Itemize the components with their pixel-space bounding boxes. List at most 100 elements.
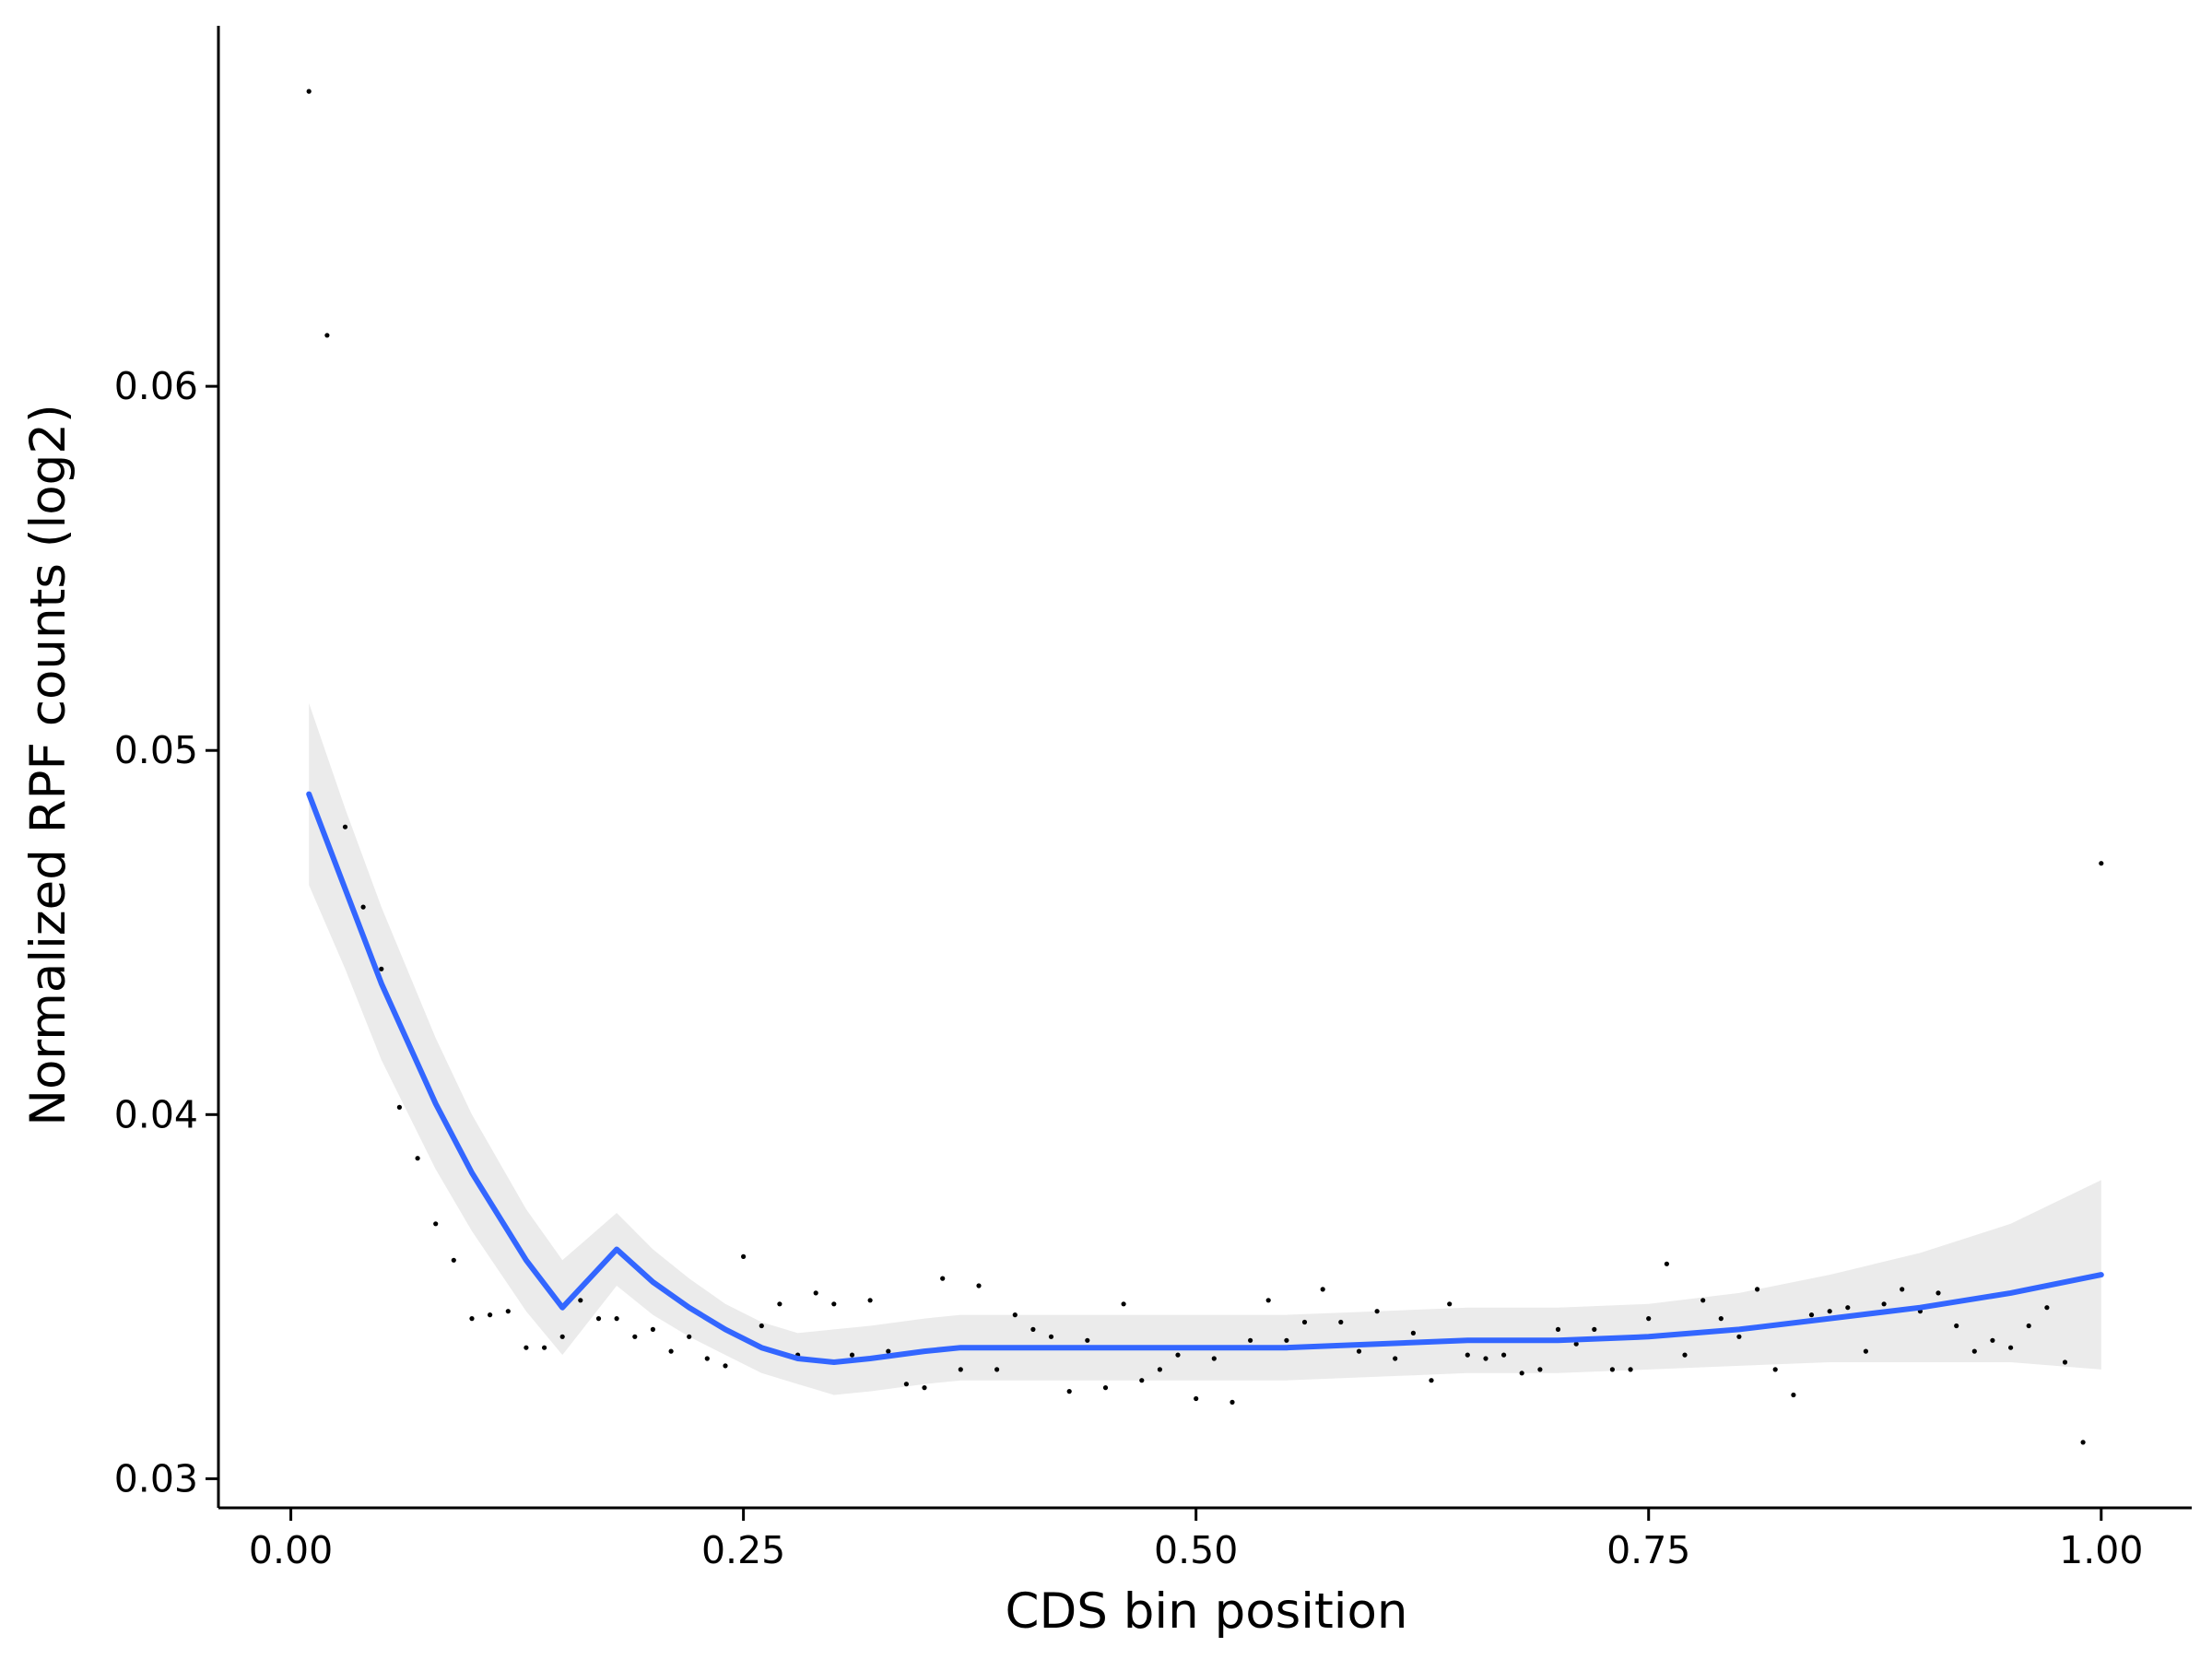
data-point: [759, 1323, 764, 1329]
confidence-band-layer: [309, 702, 2101, 1395]
data-point: [578, 1298, 583, 1303]
data-point: [1194, 1395, 1199, 1402]
data-point: [1447, 1301, 1453, 1307]
data-point: [1664, 1261, 1669, 1266]
data-point: [1284, 1337, 1289, 1343]
x-tick-label: 0.75: [1606, 1528, 1690, 1572]
data-point: [505, 1309, 511, 1314]
data-point: [1175, 1352, 1181, 1358]
data-point: [849, 1352, 855, 1358]
data-point: [1248, 1337, 1253, 1343]
data-point: [542, 1345, 547, 1350]
data-point: [958, 1367, 963, 1372]
data-point: [396, 1104, 402, 1110]
data-point: [777, 1301, 782, 1307]
data-point: [360, 904, 366, 910]
smooth-line-layer: [306, 791, 2104, 1365]
data-point: [2044, 1305, 2050, 1311]
data-point: [415, 1156, 420, 1161]
data-point: [1791, 1392, 1796, 1398]
data-point: [1501, 1352, 1507, 1358]
y-tick-label: 0.04: [114, 1092, 198, 1136]
x-tick-label: 1.00: [2059, 1528, 2143, 1572]
data-point: [342, 824, 348, 830]
data-point: [994, 1367, 1000, 1372]
data-point: [1393, 1356, 1398, 1361]
data-point: [1592, 1326, 1597, 1332]
x-tick-label: 0.00: [249, 1528, 333, 1572]
data-point: [668, 1348, 674, 1354]
data-point: [1628, 1367, 1633, 1372]
data-point: [1265, 1298, 1271, 1303]
data-point: [1012, 1312, 1018, 1318]
data-point: [559, 1334, 565, 1339]
x-axis-title: CDS bin position: [1005, 1583, 1407, 1640]
data-point: [1971, 1348, 1977, 1354]
data-point: [595, 1316, 602, 1322]
data-point: [1537, 1367, 1543, 1372]
data-point: [1139, 1378, 1145, 1383]
confidence-band: [309, 702, 2101, 1395]
data-point: [1157, 1367, 1162, 1372]
smooth-line: [306, 791, 2104, 1365]
data-point: [2026, 1323, 2031, 1329]
x-tick-label: 0.25: [701, 1528, 785, 1572]
data-point: [2099, 861, 2104, 866]
data-point: [1374, 1309, 1380, 1314]
data-point: [451, 1257, 456, 1263]
axes-layer: 0.00 0.25 0.50 0.75 1.00 0.03 0.04 0.05 0.06: [114, 26, 2192, 1572]
data-point: [1808, 1312, 1815, 1318]
data-point: [1827, 1309, 1832, 1314]
data-point: [687, 1334, 692, 1339]
data-point: [1338, 1319, 1344, 1325]
data-point: [650, 1326, 656, 1332]
points-layer: [306, 88, 2104, 1445]
data-point: [433, 1221, 439, 1227]
data-point: [741, 1253, 747, 1259]
data-point: [1609, 1367, 1615, 1372]
data-point: [1048, 1334, 1054, 1339]
y-tick-label: 0.06: [114, 364, 198, 408]
data-point: [1301, 1319, 1308, 1325]
data-point: [1900, 1287, 1905, 1292]
data-point: [1863, 1348, 1868, 1354]
data-point: [1881, 1301, 1887, 1307]
data-point: [1573, 1341, 1579, 1347]
data-point: [1030, 1326, 1036, 1332]
data-point: [1990, 1337, 1995, 1343]
data-point: [1085, 1337, 1090, 1343]
data-point: [867, 1298, 873, 1303]
data-point: [886, 1348, 891, 1354]
data-point: [940, 1276, 946, 1281]
data-point: [1555, 1326, 1561, 1332]
data-point: [1682, 1352, 1688, 1358]
data-point: [1410, 1330, 1416, 1335]
data-point: [1102, 1385, 1109, 1391]
data-point: [723, 1363, 728, 1369]
y-axis-title: Normalized RPF counts (log2): [20, 404, 76, 1125]
data-point: [1936, 1290, 1941, 1296]
y-tick-label: 0.05: [114, 728, 198, 772]
data-point: [524, 1345, 529, 1350]
data-point: [324, 333, 330, 338]
data-point: [1066, 1389, 1072, 1394]
data-point: [1845, 1305, 1851, 1311]
data-point: [2080, 1440, 2086, 1445]
data-point: [1718, 1316, 1724, 1322]
data-point: [632, 1334, 638, 1339]
data-point: [903, 1382, 910, 1387]
data-point: [976, 1283, 982, 1288]
data-point: [379, 966, 384, 971]
data-point: [1772, 1367, 1778, 1372]
data-point: [1211, 1356, 1217, 1361]
data-point: [1465, 1352, 1470, 1358]
data-point: [614, 1316, 619, 1322]
data-point: [1429, 1378, 1434, 1383]
data-point: [704, 1356, 710, 1361]
data-point: [813, 1290, 818, 1296]
data-point: [2008, 1345, 2014, 1350]
y-tick-label: 0.03: [114, 1456, 198, 1500]
data-point: [1954, 1323, 1959, 1329]
